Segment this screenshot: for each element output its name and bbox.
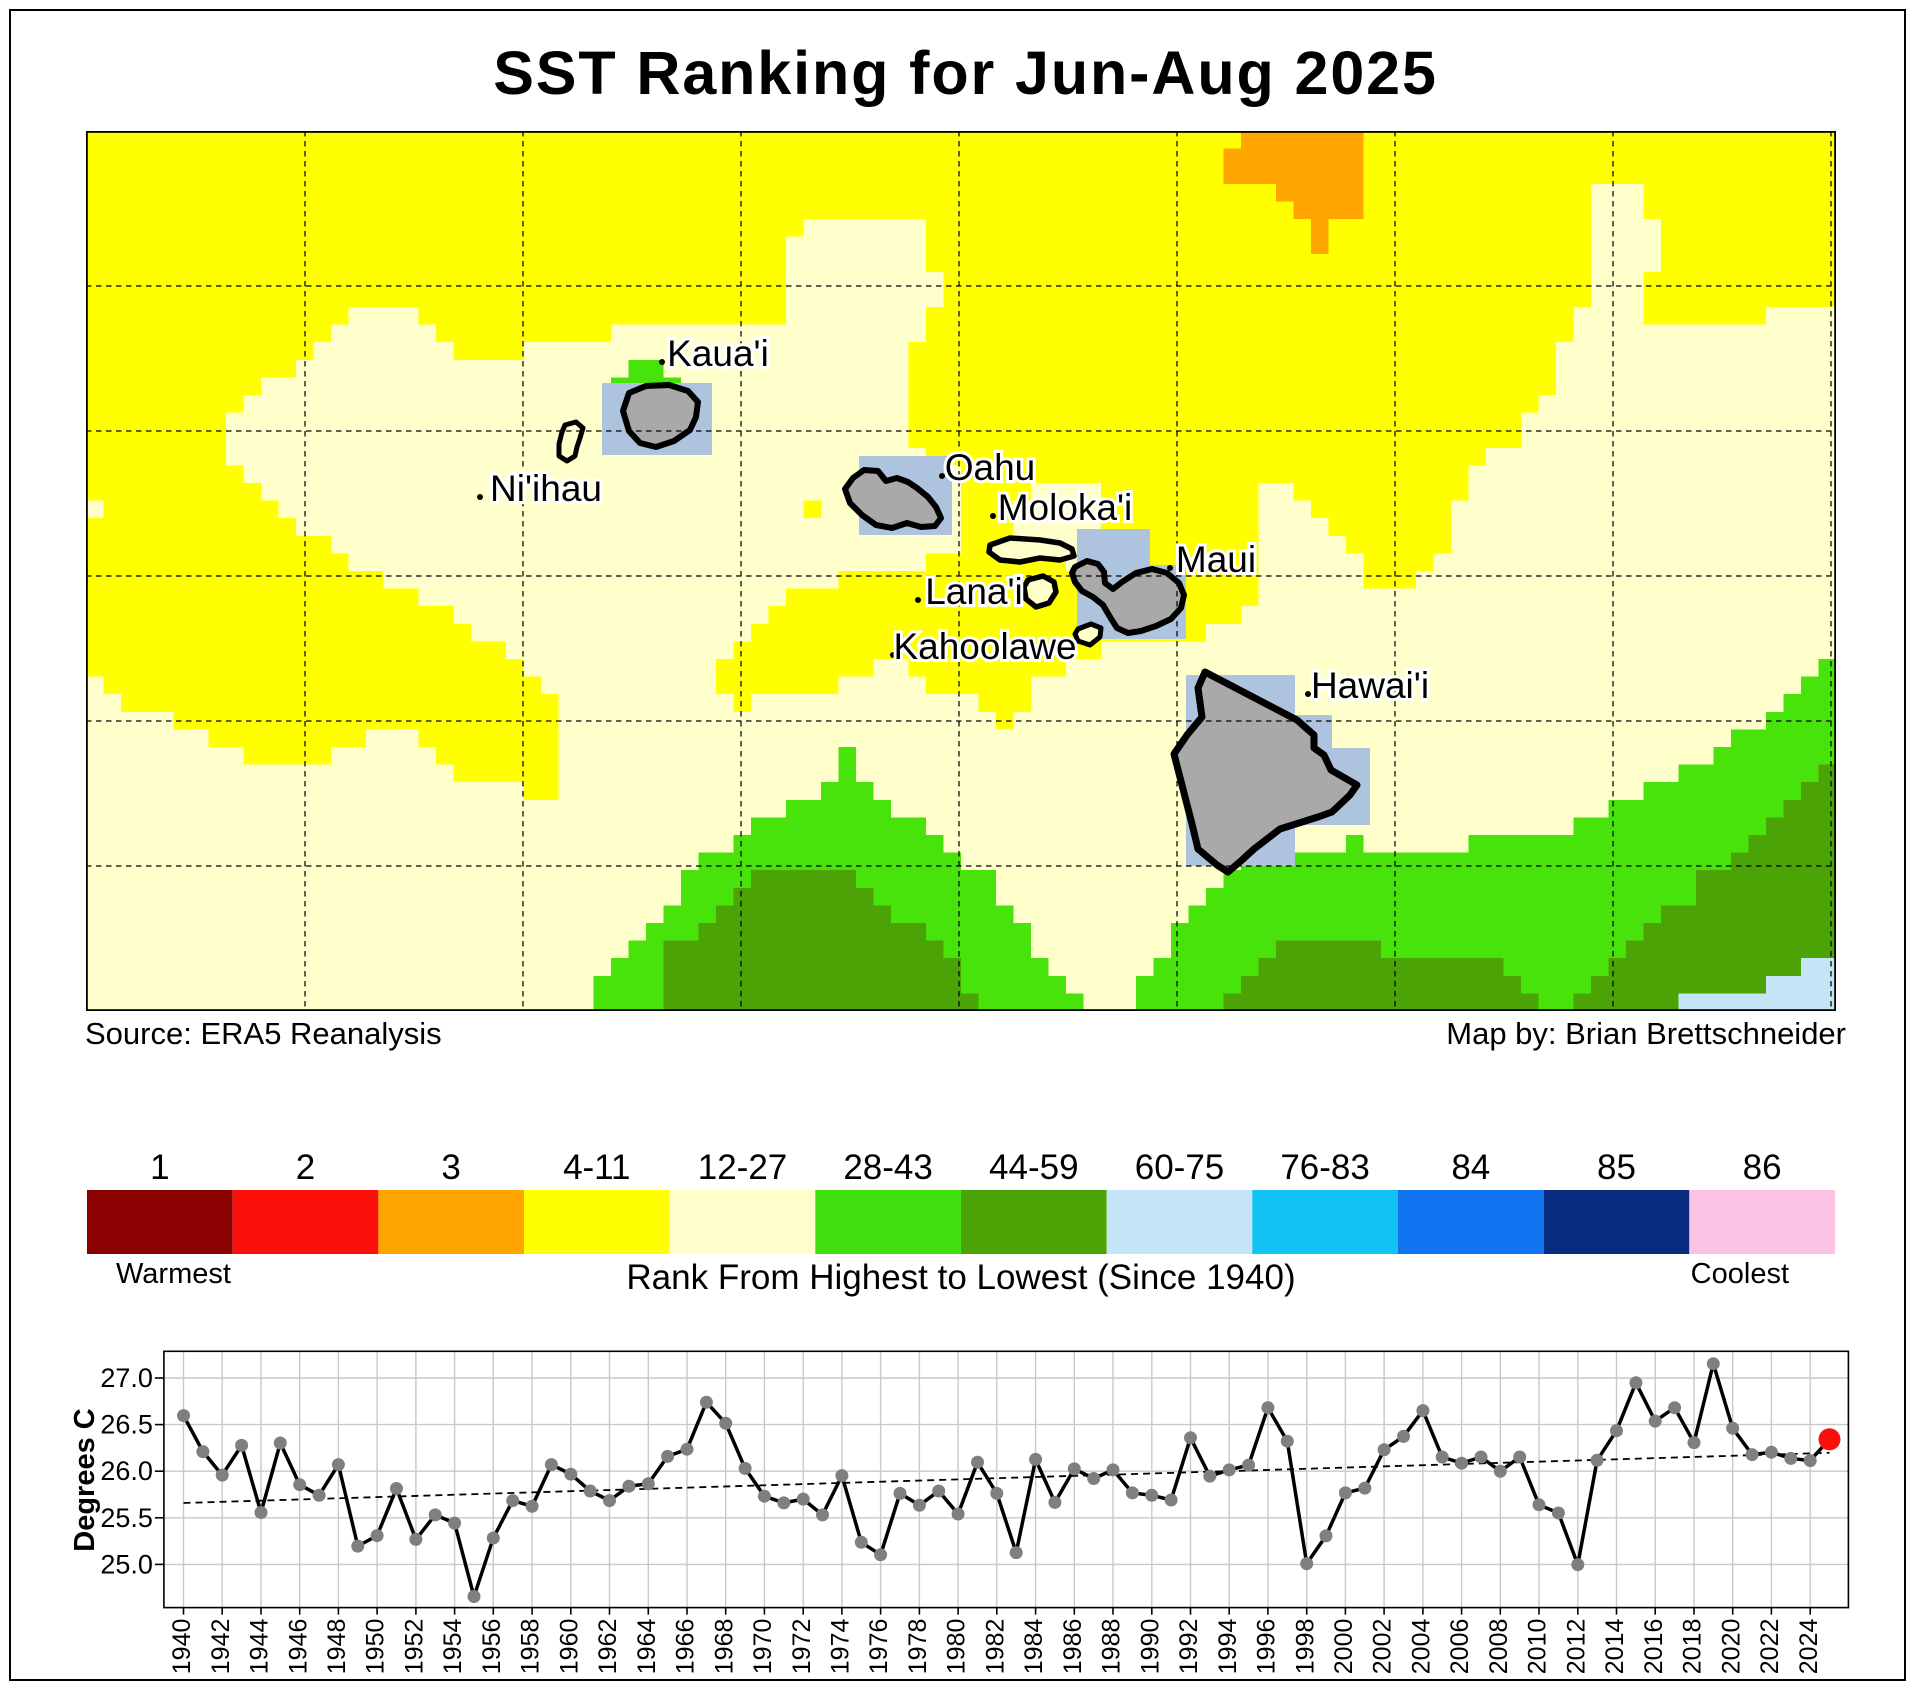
- svg-text:Lana'i: Lana'i: [925, 571, 1023, 612]
- svg-text:Maui: Maui: [1176, 539, 1256, 580]
- svg-text:Kahoolawe: Kahoolawe: [893, 626, 1076, 667]
- svg-text:Oahu: Oahu: [945, 447, 1036, 488]
- svg-text:Moloka'i: Moloka'i: [998, 487, 1133, 528]
- svg-text:Kaua'i: Kaua'i: [667, 333, 769, 374]
- svg-text:Hawai'i: Hawai'i: [1311, 665, 1429, 706]
- svg-text:Ni'ihau: Ni'ihau: [490, 468, 602, 509]
